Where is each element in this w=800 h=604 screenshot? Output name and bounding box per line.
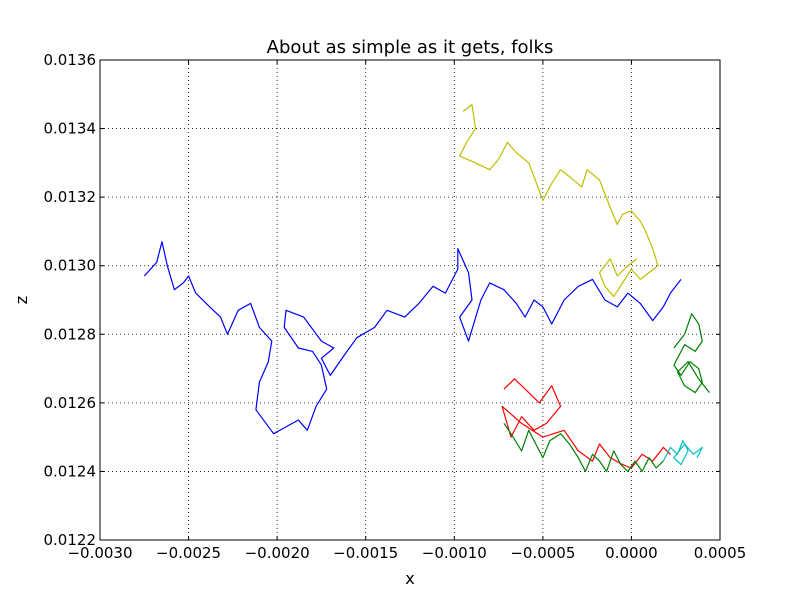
grid-layer (99, 59, 721, 541)
x-axis-label: x (405, 569, 414, 588)
series-line-5 (662, 440, 703, 466)
y-tick-label: 0.0130 (44, 257, 97, 275)
series-line-4 (673, 313, 710, 394)
x-tick-label: −0.0005 (510, 544, 575, 562)
series-layer (143, 103, 710, 472)
x-tick-label: 0.0005 (694, 544, 747, 562)
x-tick-label: −0.0015 (333, 544, 398, 562)
y-tick-label: 0.0132 (44, 188, 97, 206)
x-tick-label: 0.0000 (605, 544, 658, 562)
x-tick-label: −0.0010 (422, 544, 487, 562)
y-tick-label: 0.0128 (44, 325, 97, 343)
series-line-1 (459, 103, 659, 298)
y-tick-label: 0.0126 (44, 394, 97, 412)
x-tick-label: −0.0020 (245, 544, 310, 562)
tick-layer: −0.0030 −0.0025 −0.0020 −0.0015 −0.0010 −0.00… (44, 51, 747, 562)
series-line-3 (503, 423, 664, 472)
chart-title: About as simple as it gets, folks (267, 37, 554, 58)
plot-frame (99, 59, 721, 541)
x-tick-label: −0.0025 (156, 544, 221, 562)
y-tick-label: 0.0122 (44, 531, 97, 549)
x-tick-label: −0.0030 (67, 544, 132, 562)
y-tick-label: 0.0134 (44, 120, 97, 138)
y-axis-label: z (12, 296, 31, 304)
series-line-0 (143, 241, 682, 435)
y-tick-label: 0.0136 (44, 51, 97, 69)
y-tick-label: 0.0124 (44, 462, 97, 480)
series-line-2 (501, 378, 671, 469)
